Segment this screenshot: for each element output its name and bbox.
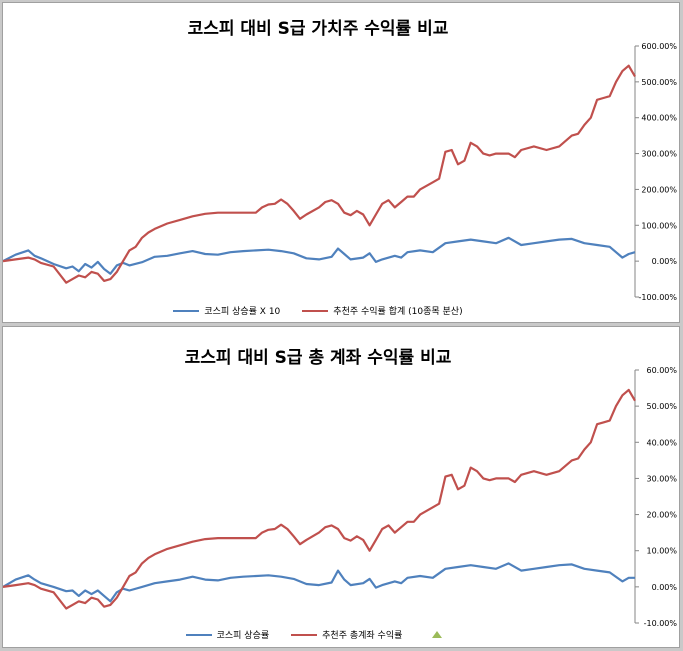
legend-swatch-kospi: [173, 309, 200, 312]
y-tick-label: 0.00%: [652, 583, 678, 592]
series-line-portfolio: [3, 388, 636, 610]
legend-label-kospi: 코스피 상승률 X 10: [204, 307, 281, 317]
y-tick-label: 300.00%: [641, 150, 677, 159]
y-tick-label: 600.00%: [641, 42, 677, 51]
series-line-portfolio: [3, 64, 636, 284]
legend-swatch-account: [291, 633, 318, 636]
y-tick-label: 0.00%: [652, 257, 678, 266]
legend-swatch-picks: [302, 309, 329, 312]
legend-swatch-kospi: [185, 633, 212, 636]
y-tick-label: 100.00%: [641, 221, 677, 230]
legend-item-account: 추천주 총계좌 수익률: [291, 628, 402, 641]
chart-plot-bottom: -10.00% 0.00% 10.00% 20.00% 30.00% 40.00% 50.0…: [3, 366, 678, 628]
legend-item-kospi: 코스피 상승률: [185, 628, 270, 641]
y-tick-label: 50.00%: [646, 402, 677, 411]
y-tick-label: -10.00%: [644, 619, 678, 628]
y-tick-label: 60.00%: [646, 366, 677, 375]
legend-item-picks: 추천주 수익률 합계 (10종목 분산): [302, 304, 463, 317]
y-tick-label: 20.00%: [646, 511, 677, 520]
y-tick-label: -100.00%: [639, 293, 678, 302]
chart-panel-top: 코스피 대비 S급 가치주 수익률 비교 -100.00% 0.00% 100.00…: [2, 2, 680, 323]
legend-item-third: [424, 628, 450, 641]
legend-top: 코스피 상승률 X 10 추천주 수익률 합계 (10종목 분산): [3, 304, 633, 317]
y-tick-label: 500.00%: [641, 78, 677, 87]
series-line-kospi: [3, 236, 636, 275]
y-tick-label: 30.00%: [646, 474, 677, 483]
legend-item-kospi: 코스피 상승률 X 10: [173, 304, 280, 317]
y-tick-label: 40.00%: [646, 438, 677, 447]
legend-label-picks: 추천주 수익률 합계 (10종목 분산): [333, 307, 463, 317]
chart-title-top: 코스피 대비 S급 가치주 수익률 비교: [187, 19, 449, 39]
chart-panel-bottom: 코스피 대비 S급 총 계좌 수익률 비교 -10.00% 0.00% 10.00%…: [2, 326, 680, 648]
legend-bottom: 코스피 상승률 추천주 총계좌 수익률: [3, 628, 633, 641]
legend-label-kospi: 코스피 상승률: [216, 631, 270, 641]
legend-label-account: 추천주 총계좌 수익률: [322, 631, 403, 641]
y-tick-label: 400.00%: [641, 114, 677, 123]
chart-plot-top: -100.00% 0.00% 100.00% 200.00% 300.00% 400.00…: [3, 42, 678, 302]
y-tick-label: 200.00%: [641, 185, 677, 194]
chart-title-bottom: 코스피 대비 S급 총 계좌 수익률 비교: [184, 348, 452, 368]
legend-marker-triangle: [432, 631, 443, 638]
series-line-kospi: [3, 562, 635, 603]
y-tick-label: 10.00%: [646, 547, 677, 556]
